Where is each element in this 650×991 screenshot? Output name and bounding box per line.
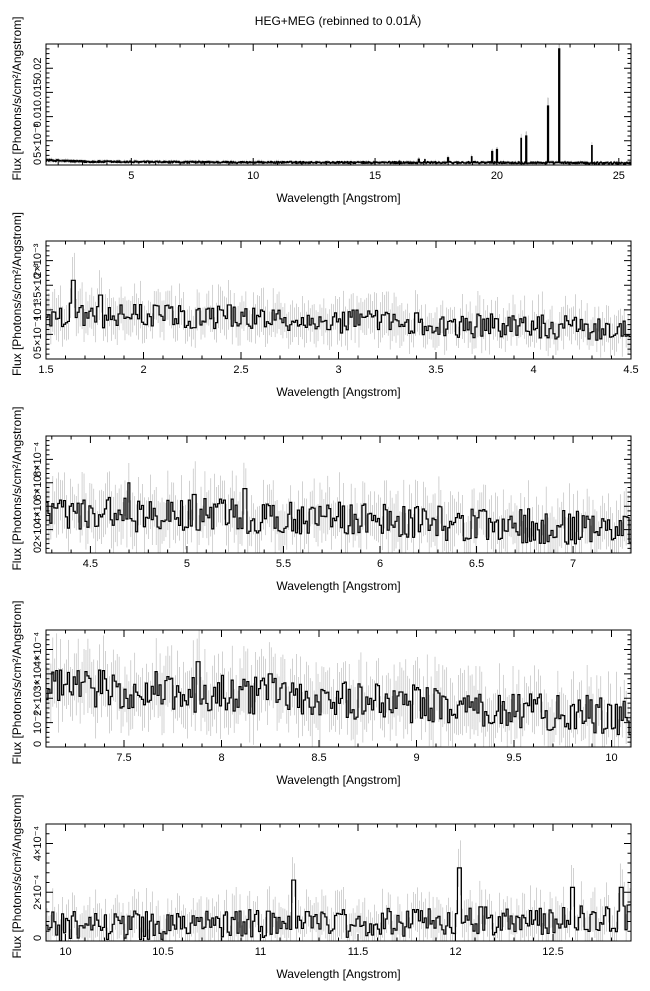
x-axis-label: Wavelength [Angstrom] <box>276 579 400 593</box>
figure-title: HEG+MEG (rebinned to 0.01Å) <box>255 13 421 28</box>
x-tick-label: 7.5 <box>116 752 131 764</box>
x-tick-label: 12.5 <box>542 946 563 958</box>
x-tick-label: 2 <box>140 364 146 376</box>
x-tick-label: 9.5 <box>506 752 521 764</box>
x-tick-label: 8 <box>218 752 224 764</box>
x-tick-label: 3 <box>335 364 341 376</box>
plot-frame <box>45 435 632 554</box>
x-axis-label: Wavelength [Angstrom] <box>276 773 400 787</box>
spectrum-line <box>46 661 631 736</box>
panel-3: 4.5 5 5.5 6 6.5 7 02×10⁻⁴4×10⁻⁴6×10⁻⁴8×10⁻⁴ Wav… <box>10 406 632 593</box>
panel-4: 7.5 8 8.5 9 9.5 10 0 10⁻⁴2×10⁻⁴3×10⁻⁴4×10⁻⁴ Wave… <box>10 600 632 787</box>
y-tick-label: 0 <box>32 547 44 553</box>
axis-ticks <box>45 240 632 360</box>
x-tick-label: 20 <box>491 170 503 182</box>
panel-2: 1.5 2 2.5 3 3.5 4 4.5 05×10⁻⁴10⁻³1.5×10⁻³2×10⁻³… <box>10 212 639 399</box>
x-tick-label: 25 <box>613 170 625 182</box>
spectrum-line <box>46 867 631 941</box>
y-tick-label: 6×10⁻⁴ <box>32 465 44 501</box>
y-tick-label: 0 <box>32 741 44 747</box>
x-tick-label: 6 <box>377 558 383 570</box>
y-axis-label: Flux [Photons/s/cm²/Angstrom] <box>10 212 24 376</box>
y-axis-label: Flux [Photons/s/cm²/Angstrom] <box>10 600 24 764</box>
x-tick-label: 7 <box>570 558 576 570</box>
plot-frame <box>45 43 632 166</box>
x-tick-label: 11.5 <box>348 946 369 958</box>
x-axis-label: Wavelength [Angstrom] <box>276 191 400 205</box>
x-tick-label: 10 <box>59 946 71 958</box>
y-tick-label: 2×10⁻⁴ <box>32 680 44 716</box>
axis-ticks <box>45 823 632 942</box>
x-tick-label: 15 <box>369 170 381 182</box>
panel-5: 10 10.5 11 11.5 12 12.5 0 2×10⁻⁴ 4×10⁻⁴ Wavelengt… <box>10 794 632 981</box>
panels: 5 10 15 20 2505×10⁻³0.010.0150.02Wavelength … <box>10 16 639 981</box>
spectrum-data <box>46 252 631 358</box>
error-bars <box>46 44 631 165</box>
x-tick-label: 8.5 <box>311 752 326 764</box>
y-axis-label: Flux [Photons/s/cm²/Angstrom] <box>10 16 24 180</box>
y-axis-label: Flux [Photons/s/cm²/Angstrom] <box>10 406 24 570</box>
x-tick-label: 5 <box>128 170 134 182</box>
y-tick-label: 0.015 <box>32 79 44 107</box>
error-bars <box>46 840 631 941</box>
spectrum-data <box>46 461 631 553</box>
y-tick-label: 10⁻⁴ <box>32 711 44 734</box>
x-tick-label: 6.5 <box>469 558 484 570</box>
y-tick-label: 0 <box>32 159 44 165</box>
y-tick-label: 0 <box>32 353 44 359</box>
spectrum-data <box>46 44 631 165</box>
error-bars <box>46 252 631 358</box>
x-tick-label: 4 <box>530 364 536 376</box>
x-tick-label: 1.5 <box>38 364 53 376</box>
x-tick-label: 10 <box>605 752 617 764</box>
axis-ticks <box>46 435 632 554</box>
spectrum-data <box>46 840 631 941</box>
y-tick-label: 2×10⁻⁴ <box>32 512 44 548</box>
axis-ticks <box>46 43 631 166</box>
x-tick-label: 11 <box>255 946 266 958</box>
y-tick-label: 5×10⁻³ <box>32 123 44 158</box>
y-tick-label: 8×10⁻⁴ <box>32 441 44 477</box>
x-tick-label: 9 <box>413 752 419 764</box>
y-tick-label: 4×10⁻⁴ <box>32 632 44 668</box>
y-tick-label: 5×10⁻⁴ <box>32 316 44 352</box>
x-tick-label: 2.5 <box>233 364 248 376</box>
plot-frame <box>45 240 632 360</box>
y-tick-label: 3×10⁻⁴ <box>32 656 44 692</box>
y-tick-label: 4×10⁻⁴ <box>32 488 44 524</box>
y-tick-label: 4×10⁻⁴ <box>32 826 44 862</box>
spectrum-line <box>46 279 631 341</box>
spectrum-data <box>46 630 631 747</box>
spectrum-line <box>46 48 631 165</box>
x-tick-label: 3.5 <box>428 364 443 376</box>
x-tick-label: 10.5 <box>152 946 173 958</box>
x-axis-label: Wavelength [Angstrom] <box>276 385 400 399</box>
y-axis-label: Flux [Photons/s/cm²/Angstrom] <box>10 794 24 958</box>
x-tick-label: 4.5 <box>83 558 98 570</box>
axis-ticks <box>45 629 632 748</box>
y-tick-label: 1.5×10⁻³ <box>32 263 44 307</box>
y-tick-label: 10⁻³ <box>32 299 44 321</box>
x-tick-label: 5 <box>184 558 190 570</box>
x-tick-label: 10 <box>247 170 259 182</box>
y-tick-label: 0 <box>32 935 44 941</box>
x-tick-label: 5.5 <box>276 558 291 570</box>
x-tick-label: 4.5 <box>623 364 638 376</box>
y-tick-label: 0.01 <box>32 106 44 127</box>
x-axis-label: Wavelength [Angstrom] <box>276 967 400 981</box>
y-tick-label: 0.02 <box>32 57 44 78</box>
y-tick-label: 2×10⁻⁴ <box>32 874 44 910</box>
y-tick-label: 2×10⁻³ <box>32 243 44 278</box>
spectrum-line <box>46 482 631 545</box>
x-tick-label: 12 <box>449 946 461 958</box>
